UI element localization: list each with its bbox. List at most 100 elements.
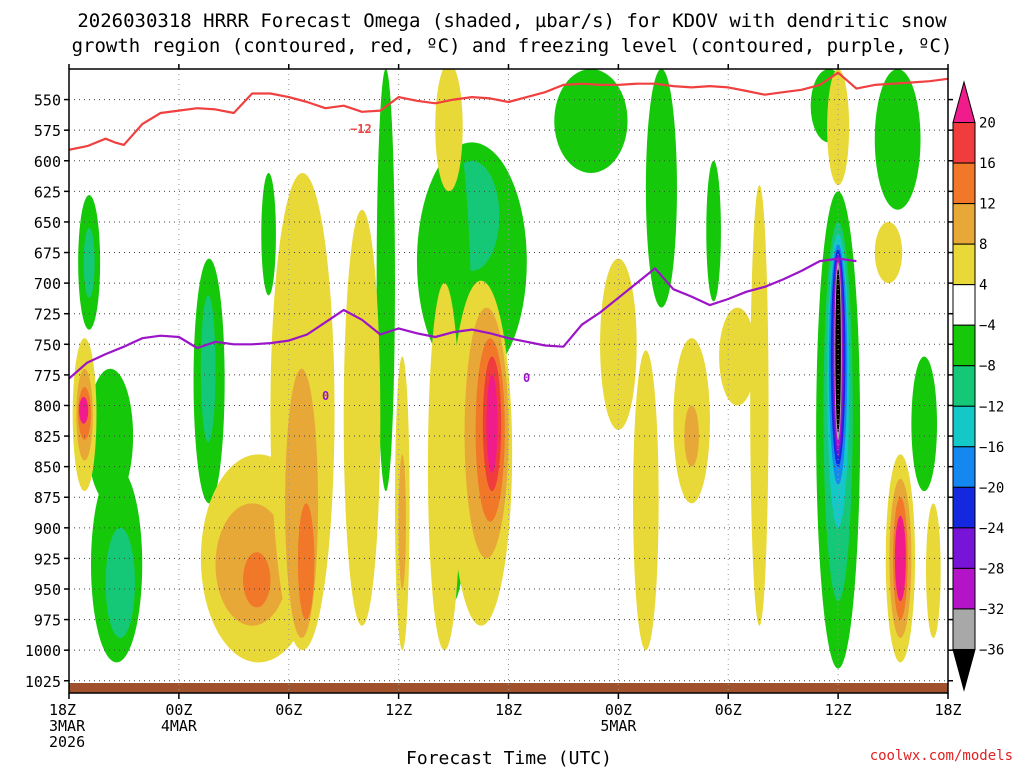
colorbar-label: −8 [979, 359, 996, 375]
x-tick-label: 00Z [605, 701, 632, 719]
colorbar-label: 20 [979, 116, 996, 132]
y-tick-label: 825 [34, 428, 61, 446]
colorbar-label: −4 [979, 318, 996, 334]
omega-region [242, 552, 271, 608]
x-tick-label: 5MAR [600, 717, 637, 735]
x-tick-label: 3MAR [49, 717, 86, 735]
x-tick-label: 18Z [49, 701, 76, 719]
colorbar-label: −36 [979, 642, 1004, 658]
y-tick-label: 925 [34, 550, 61, 568]
omega-region [343, 209, 381, 626]
colorbar-label: −16 [979, 440, 1004, 456]
freezing-level-line [69, 257, 857, 380]
omega-region [200, 295, 216, 443]
omega-region [874, 69, 921, 210]
colorbar-bin [952, 324, 976, 367]
omega-region [645, 69, 677, 308]
colorbar-label: 8 [979, 237, 987, 253]
omega-region [633, 350, 659, 651]
omega-region [79, 396, 89, 424]
y-tick-label: 600 [34, 153, 61, 171]
colorbar-bin [952, 527, 976, 569]
omega-region [87, 368, 134, 504]
colorbar-bin [952, 365, 976, 407]
colorbar-bin [952, 122, 976, 164]
colorbar-bin [952, 567, 976, 610]
colorbar-label: −24 [979, 521, 1004, 537]
y-tick-label: 950 [34, 581, 61, 599]
x-tick-label: 2026 [49, 733, 85, 751]
x-axis-title: Forecast Time (UTC) [406, 748, 612, 768]
omega-region [554, 69, 628, 173]
y-tick-label: 800 [34, 397, 61, 415]
omega-region [435, 69, 463, 192]
y-tick-label: 775 [34, 367, 61, 385]
omega-region [926, 503, 941, 638]
omega-shading [72, 69, 941, 669]
colorbar-bin [952, 80, 976, 124]
grid-lines [69, 69, 948, 693]
y-tick-label: 725 [34, 306, 61, 324]
x-tick-label: 06Z [715, 701, 742, 719]
x-tick-label: 4MAR [161, 717, 198, 735]
colorbar-label: 16 [979, 156, 996, 172]
x-tick-label: 18Z [934, 701, 961, 719]
y-tick-label: 625 [34, 183, 61, 201]
y-axis: 550 575 600 625 650 675 700 725 750 775 800 825 850 8… [25, 92, 953, 691]
colorbar-bin [952, 486, 976, 529]
omega-region [911, 356, 938, 492]
omega-region [874, 221, 903, 284]
chart-title-line-1: 2026030318 HRRR Forecast Omega (shaded, … [77, 10, 947, 32]
omega-region [398, 454, 406, 589]
x-tick-label: 00Z [165, 701, 192, 719]
y-tick-label: 975 [34, 612, 61, 630]
freezing-level-label-2: 0 [523, 371, 530, 385]
y-tick-label: 875 [34, 489, 61, 507]
y-tick-label: 1000 [25, 642, 61, 660]
colorbar-label: −12 [979, 399, 1004, 415]
colorbar-label: −32 [979, 602, 1004, 618]
contour-labels: −12 0 0 [322, 122, 530, 403]
y-tick-label: 550 [34, 92, 61, 110]
colorbar-label: −28 [979, 561, 1004, 577]
y-tick-label: 575 [34, 122, 61, 140]
colorbar-label: −20 [979, 480, 1004, 496]
colorbar-bin [952, 648, 976, 692]
colorbar-bin [952, 243, 976, 286]
y-tick-label: 675 [34, 245, 61, 263]
x-tick-label: 06Z [275, 701, 302, 719]
omega-region [261, 173, 276, 296]
x-tick-label: 18Z [495, 701, 522, 719]
y-tick-label: 700 [34, 275, 61, 293]
contour-lines [69, 71, 948, 380]
omega-region [486, 374, 498, 473]
omega-region [105, 527, 135, 638]
omega-region [297, 503, 315, 620]
omega-region [827, 69, 850, 186]
omega-region [706, 160, 721, 302]
omega-region [835, 268, 841, 433]
colorbar-bin [952, 203, 976, 245]
y-tick-label: 850 [34, 459, 61, 477]
omega-region [83, 228, 95, 298]
colorbar-bin [952, 608, 976, 650]
y-tick-label: 1025 [25, 673, 61, 691]
freezing-level-label-1: 0 [322, 389, 329, 403]
credit-label: coolwx.com/models [870, 748, 1013, 764]
colorbar-label: 12 [979, 197, 996, 213]
dendritic-contour-line [69, 71, 948, 151]
omega-region [684, 405, 699, 467]
ground-fill [69, 683, 948, 693]
colorbar: 20 16 12 8 4 −4 −8 −12 −16 −20 −24 −28 −32 −36 [952, 80, 1004, 692]
omega-region [719, 307, 756, 406]
x-tick-label: 12Z [825, 701, 852, 719]
y-tick-label: 750 [34, 336, 61, 354]
colorbar-label: 4 [979, 278, 987, 294]
colorbar-bin [952, 162, 976, 205]
y-tick-label: 900 [34, 520, 61, 538]
colorbar-bin [952, 284, 976, 326]
x-tick-label: 12Z [385, 701, 412, 719]
omega-region [894, 515, 906, 602]
